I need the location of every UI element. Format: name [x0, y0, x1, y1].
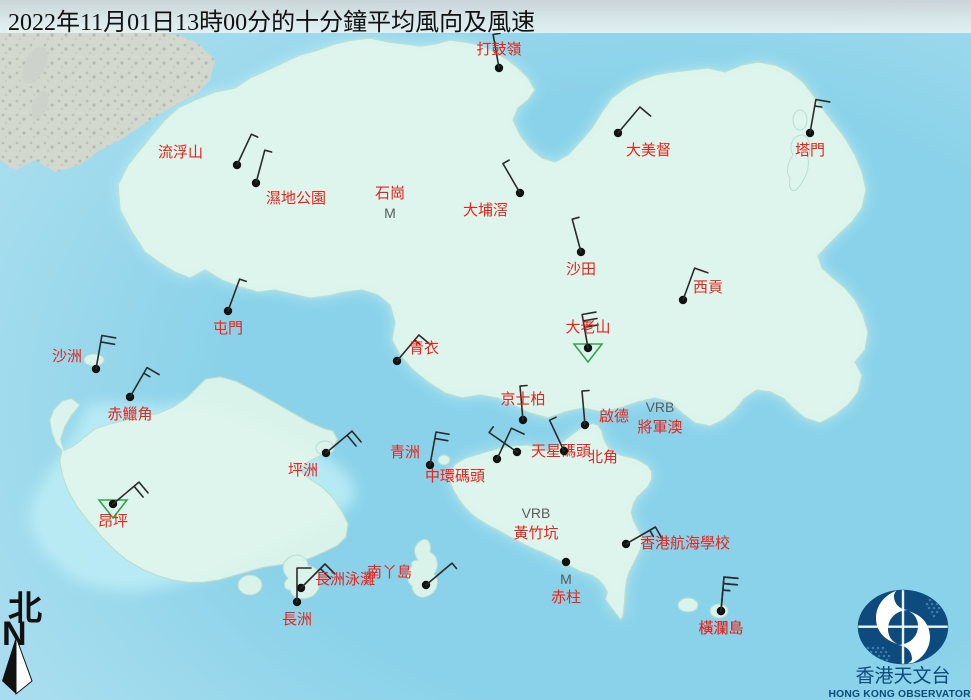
svg-text:VRB: VRB: [522, 505, 551, 521]
svg-text:塔門: 塔門: [795, 142, 825, 159]
svg-text:大老山: 大老山: [565, 319, 610, 336]
svg-text:M: M: [384, 205, 396, 221]
svg-text:中環碼頭: 中環碼頭: [425, 468, 485, 485]
svg-text:大美督: 大美督: [626, 142, 671, 159]
svg-text:VRB: VRB: [646, 399, 675, 415]
svg-text:青洲: 青洲: [390, 444, 420, 461]
svg-text:沙田: 沙田: [566, 261, 596, 278]
svg-text:赤鱲角: 赤鱲角: [107, 406, 152, 423]
svg-text:流浮山: 流浮山: [158, 144, 203, 161]
svg-text:赤柱: 赤柱: [551, 589, 581, 606]
svg-text:坪洲: 坪洲: [288, 462, 318, 479]
svg-text:屯門: 屯門: [213, 320, 243, 337]
svg-text:大埔滘: 大埔滘: [463, 202, 508, 219]
svg-text:長洲: 長洲: [282, 611, 312, 628]
svg-text:濕地公園: 濕地公園: [266, 190, 326, 207]
svg-text:石崗: 石崗: [375, 185, 405, 202]
svg-text:北角: 北角: [588, 449, 618, 466]
svg-text:打鼓嶺: 打鼓嶺: [476, 41, 521, 58]
svg-text:HONG KONG OBSERVATORY: HONG KONG OBSERVATORY: [829, 689, 971, 700]
svg-text:青衣: 青衣: [409, 340, 439, 357]
svg-text:將軍澳: 將軍澳: [637, 419, 682, 436]
svg-text:香港天文台: 香港天文台: [855, 665, 950, 687]
svg-text:啟德: 啟德: [599, 407, 629, 425]
svg-text:昂坪: 昂坪: [98, 513, 128, 530]
svg-text:香港航海學校: 香港航海學校: [640, 534, 730, 552]
svg-text:京士柏: 京士柏: [500, 391, 545, 408]
svg-text:長洲泳灘: 長洲泳灘: [315, 571, 375, 588]
svg-text:M: M: [560, 571, 572, 587]
svg-text:沙洲: 沙洲: [52, 348, 82, 365]
svg-text:橫瀾島: 橫瀾島: [698, 620, 743, 637]
svg-text:西貢: 西貢: [693, 279, 723, 296]
svg-text:黃竹坑: 黃竹坑: [513, 525, 558, 542]
